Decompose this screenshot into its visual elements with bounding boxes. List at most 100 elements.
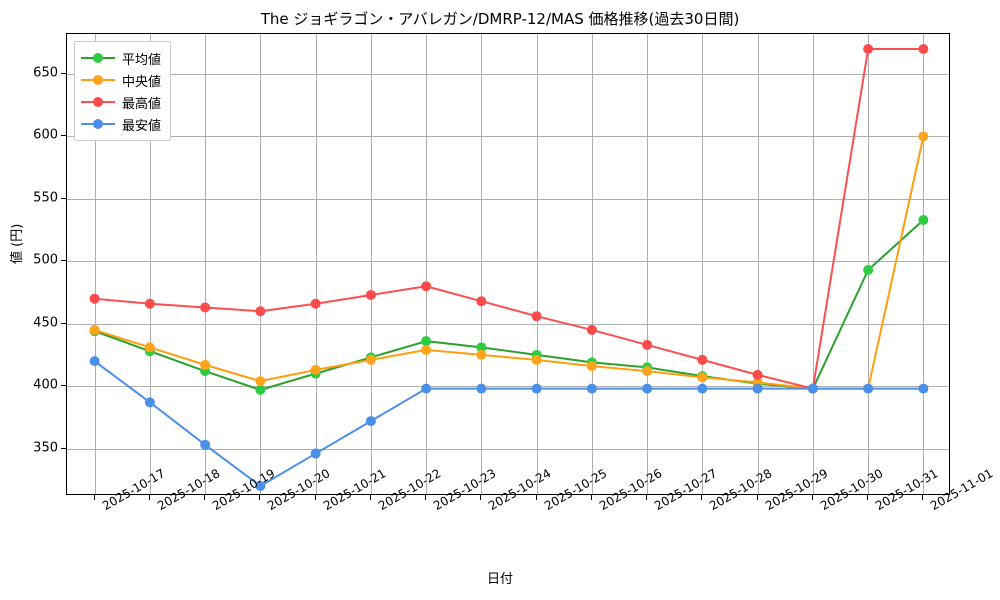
- x-tick-label-2025-10-22: 2025-10-22: [376, 466, 443, 513]
- legend-item-最安値[interactable]: 最安値: [81, 113, 161, 135]
- x-tick-label-2025-10-28: 2025-10-28: [707, 466, 774, 513]
- x-tick-label-2025-10-30: 2025-10-30: [818, 466, 885, 513]
- x-tick-label-2025-10-26: 2025-10-26: [597, 466, 664, 513]
- data-point: [863, 383, 874, 394]
- x-tick-label-2025-10-19: 2025-10-19: [210, 466, 277, 513]
- legend-item-最高値[interactable]: 最高値: [81, 91, 161, 113]
- gridline-vertical: [812, 34, 814, 494]
- legend-item-平均値[interactable]: 平均値: [81, 47, 161, 69]
- x-tick-mark: [93, 495, 95, 500]
- gridline-vertical: [868, 34, 870, 494]
- gridline-vertical: [426, 34, 428, 494]
- data-point: [918, 131, 929, 142]
- data-point: [255, 384, 266, 395]
- gridline-horizontal: [67, 73, 949, 75]
- data-point: [310, 298, 321, 309]
- data-series-layer: [89, 43, 929, 492]
- y-tick-mark: [61, 135, 66, 137]
- x-tick-label-2025-10-21: 2025-10-21: [321, 466, 388, 513]
- x-tick-mark: [480, 495, 482, 500]
- plot-area: [66, 33, 950, 495]
- y-tick-mark: [61, 197, 66, 199]
- gridline-vertical: [370, 34, 372, 494]
- x-tick-mark: [646, 495, 648, 500]
- gridline-horizontal: [67, 448, 949, 450]
- x-tick-mark: [425, 495, 427, 500]
- x-tick-label-2025-10-17: 2025-10-17: [100, 466, 167, 513]
- series-line: [93, 360, 925, 488]
- gridline-vertical: [315, 34, 317, 494]
- x-tick-label-2025-11-01: 2025-11-01: [928, 466, 996, 514]
- legend-swatch-icon: [81, 73, 115, 87]
- data-point: [476, 342, 487, 353]
- series-line: [93, 219, 925, 391]
- legend-swatch-icon: [81, 95, 115, 109]
- data-point: [310, 364, 321, 375]
- x-tick-label-2025-10-25: 2025-10-25: [542, 466, 609, 513]
- y-tick-label-450: 450: [33, 315, 58, 331]
- data-point: [365, 289, 376, 300]
- y-tick-mark: [61, 447, 66, 449]
- series-中央値: [89, 131, 929, 394]
- data-point: [255, 306, 266, 317]
- data-point: [421, 344, 432, 355]
- data-point: [863, 43, 874, 54]
- data-point: [144, 342, 155, 353]
- gridline-vertical: [94, 34, 96, 494]
- data-point: [697, 383, 708, 394]
- data-point: [586, 361, 597, 372]
- gridline-horizontal: [67, 136, 949, 138]
- gridline-vertical: [205, 34, 207, 494]
- x-tick-mark: [811, 495, 813, 500]
- data-point: [200, 302, 211, 313]
- legend-label: 最高値: [122, 96, 162, 112]
- data-point: [697, 354, 708, 365]
- data-point: [200, 359, 211, 370]
- y-tick-label-500: 500: [33, 252, 58, 268]
- data-point: [476, 383, 487, 394]
- gridline-horizontal: [67, 386, 949, 388]
- data-point: [752, 369, 763, 380]
- gridline-vertical: [149, 34, 151, 494]
- x-tick-mark: [756, 495, 758, 500]
- gridline-horizontal: [67, 198, 949, 200]
- gridline-vertical: [923, 34, 925, 494]
- gridline-vertical: [647, 34, 649, 494]
- series-最高値: [89, 43, 929, 394]
- chart-legend: 平均値中央値最高値最安値: [74, 41, 172, 141]
- legend-label: 中央値: [122, 74, 162, 90]
- data-point: [531, 311, 542, 322]
- y-tick-label-350: 350: [33, 440, 58, 456]
- gridline-vertical: [702, 34, 704, 494]
- data-point: [476, 349, 487, 360]
- legend-label: 最安値: [122, 118, 162, 134]
- gridline-vertical: [591, 34, 593, 494]
- gridline-vertical: [260, 34, 262, 494]
- x-tick-label-2025-10-29: 2025-10-29: [763, 466, 830, 513]
- data-point: [365, 416, 376, 427]
- data-point: [310, 448, 321, 459]
- x-tick-label-2025-10-31: 2025-10-31: [873, 466, 940, 513]
- data-point: [642, 383, 653, 394]
- data-point: [697, 372, 708, 383]
- x-tick-mark: [369, 495, 371, 500]
- legend-item-中央値[interactable]: 中央値: [81, 69, 161, 91]
- data-point: [807, 383, 818, 394]
- x-axis-tick-marks: [66, 495, 950, 501]
- data-point: [365, 354, 376, 365]
- data-point: [89, 356, 100, 367]
- y-tick-mark: [61, 385, 66, 387]
- data-point: [642, 339, 653, 350]
- y-tick-label-550: 550: [33, 190, 58, 206]
- x-tick-mark: [535, 495, 537, 500]
- legend-swatch-icon: [81, 117, 115, 131]
- x-tick-mark: [314, 495, 316, 500]
- series-line: [93, 135, 925, 390]
- data-point: [863, 264, 874, 275]
- legend-swatch-icon: [81, 51, 115, 65]
- y-tick-mark: [61, 72, 66, 74]
- legend-label: 平均値: [122, 52, 162, 68]
- data-point: [918, 215, 929, 226]
- data-point: [421, 281, 432, 292]
